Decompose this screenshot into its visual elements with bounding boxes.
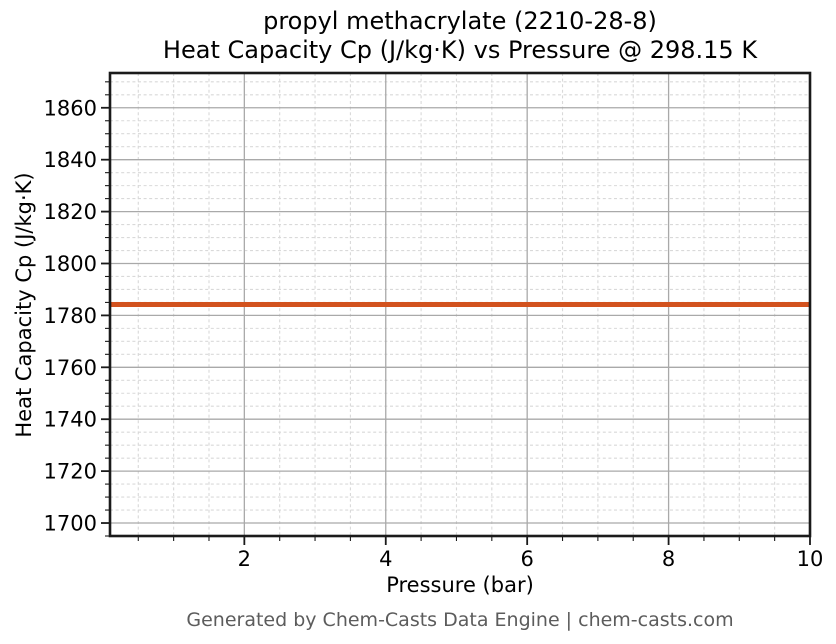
chart-title: propyl methacrylate (2210-28-8) Heat Cap…	[110, 7, 810, 65]
y-tick-label: 1760	[44, 356, 97, 380]
y-tick-label: 1720	[44, 460, 97, 484]
axes-border	[108, 71, 812, 538]
chart-title-line1: propyl methacrylate (2210-28-8)	[263, 7, 657, 35]
x-tick-label: 2	[238, 547, 251, 571]
x-tick-label: 8	[662, 547, 675, 571]
x-tick-label: 4	[379, 547, 392, 571]
footer-attribution: Generated by Chem-Casts Data Engine | ch…	[186, 609, 734, 631]
y-tick-label: 1700	[44, 512, 97, 536]
y-axis-label: Heat Capacity Cp (J/kg·K)	[12, 172, 36, 438]
x-axis-label: Pressure (bar)	[386, 573, 534, 597]
y-tick-label: 1800	[44, 252, 97, 276]
x-tick-label: 10	[797, 547, 824, 571]
y-tick-label: 1820	[44, 200, 97, 224]
y-tick-label: 1740	[44, 408, 97, 432]
x-tick-label: 6	[520, 547, 533, 571]
chart-title-line2: Heat Capacity Cp (J/kg·K) vs Pressure @ …	[162, 36, 758, 64]
y-tick-label: 1840	[44, 148, 97, 172]
y-tick-label: 1860	[44, 96, 97, 120]
y-tick-label: 1780	[44, 304, 97, 328]
